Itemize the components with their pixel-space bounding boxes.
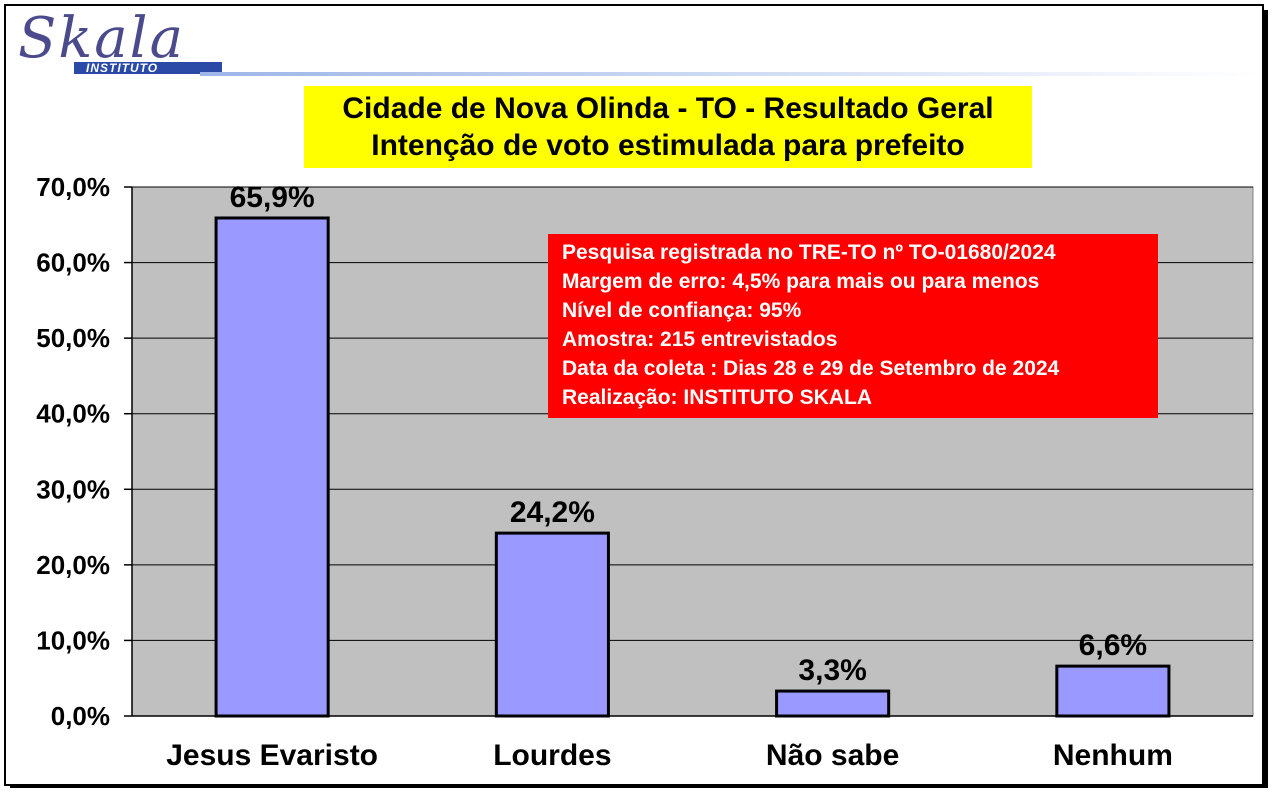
y-tick-label: 30,0%: [36, 474, 110, 504]
data-label: 3,3%: [798, 654, 866, 687]
logo-rule: [200, 72, 1260, 76]
survey-info-box: Pesquisa registrada no TRE-TO nº TO-0168…: [548, 234, 1158, 418]
y-tick-label: 50,0%: [36, 323, 110, 353]
info-line-sample: Amostra: 215 entrevistados: [562, 328, 838, 351]
logo-wordmark: Skala: [18, 6, 185, 71]
logo-subtitle: INSTITUTO: [86, 61, 159, 75]
bar: [494, 531, 610, 718]
info-line-confidence: Nível de confiança: 95%: [562, 299, 802, 322]
y-tick-label: 40,0%: [36, 399, 110, 429]
data-label: 24,2%: [510, 496, 595, 529]
chart-subtitle: Intenção de voto estimulada para prefeit…: [371, 129, 965, 162]
bar: [1055, 664, 1171, 718]
logo-bar: [74, 62, 222, 74]
skala-logo: Skala INSTITUTO: [18, 6, 222, 76]
category-label: Não sabe: [766, 739, 899, 772]
data-label: 65,9%: [230, 181, 315, 214]
info-line-collection-date: Data da coleta : Dias 28 e 29 de Setembr…: [562, 357, 1060, 380]
info-line-registration: Pesquisa registrada no TRE-TO nº TO-0168…: [562, 241, 1056, 264]
info-line-margin: Margem de erro: 4,5% para mais ou para m…: [562, 270, 1040, 293]
data-label: 6,6%: [1079, 629, 1147, 662]
y-tick-label: 20,0%: [36, 550, 110, 580]
y-tick-label: 10,0%: [36, 625, 110, 655]
chart-title-box: Cidade de Nova Olinda - TO - Resultado G…: [304, 86, 1032, 168]
frame-shadow-right: [1262, 10, 1268, 788]
y-tick-label: 70,0%: [36, 172, 110, 202]
y-tick-label: 0,0%: [51, 701, 110, 731]
chart-title: Cidade de Nova Olinda - TO - Resultado G…: [342, 92, 994, 125]
y-tick-label: 60,0%: [36, 248, 110, 278]
category-label: Jesus Evaristo: [166, 739, 378, 772]
bar: [214, 216, 330, 718]
category-label: Nenhum: [1053, 739, 1173, 772]
bar: [775, 689, 891, 718]
category-label: Lourdes: [493, 739, 611, 772]
info-line-realization: Realização: INSTITUTO SKALA: [562, 386, 872, 409]
